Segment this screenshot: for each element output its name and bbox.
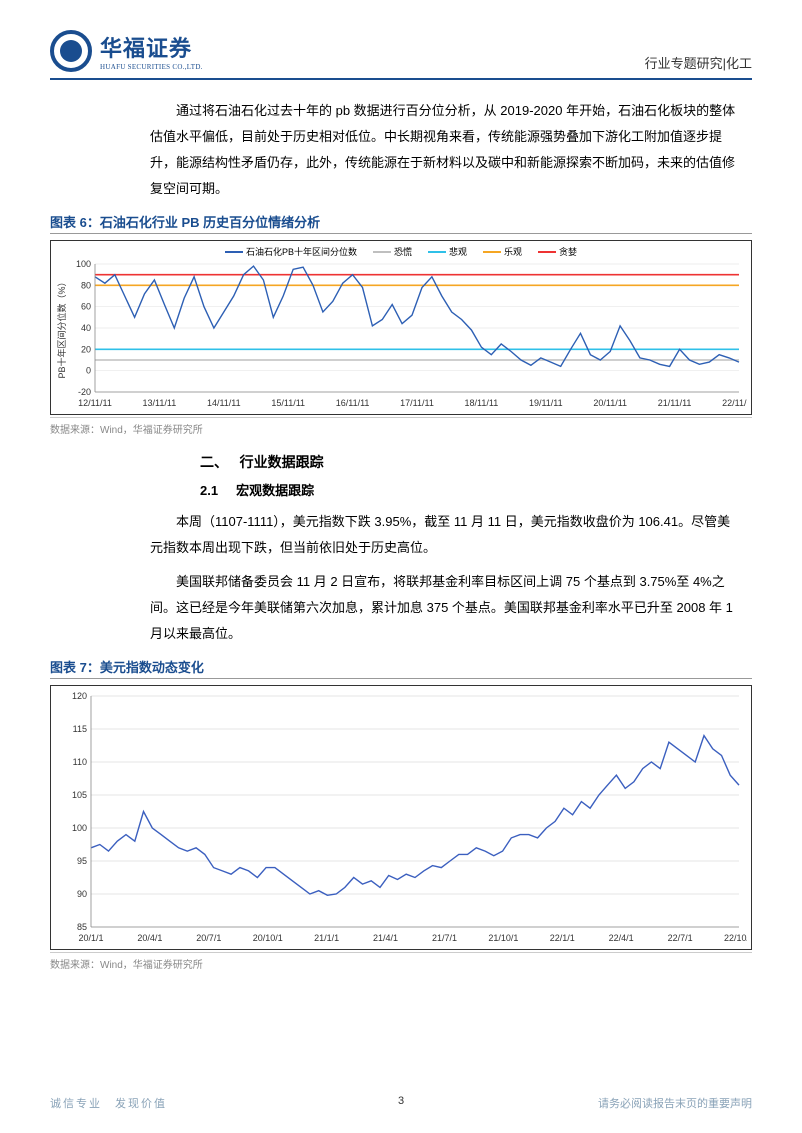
svg-text:0: 0 — [86, 366, 91, 376]
svg-text:20/4/1: 20/4/1 — [137, 933, 162, 943]
svg-text:21/7/1: 21/7/1 — [432, 933, 457, 943]
page-footer: 诚信专业 发现价值 3 请务必阅读报告末页的重要声明 — [0, 1095, 802, 1111]
svg-text:17/11/11: 17/11/11 — [400, 398, 434, 408]
section-2-head: 二、 行业数据跟踪 — [200, 452, 752, 472]
svg-text:21/1/1: 21/1/1 — [314, 933, 339, 943]
svg-text:40: 40 — [81, 323, 91, 333]
svg-text:22/4/1: 22/4/1 — [609, 933, 634, 943]
svg-text:100: 100 — [76, 260, 91, 269]
chart6-box: 石油石化PB十年区间分位数恐慌悲观乐观贪婪 -20 0 20 40 60 80 100 12/… — [50, 240, 752, 415]
svg-text:105: 105 — [72, 790, 87, 800]
svg-text:20/1/1: 20/1/1 — [78, 933, 103, 943]
svg-text:14/11/11: 14/11/11 — [207, 398, 241, 408]
svg-text:-20: -20 — [78, 387, 91, 397]
svg-text:95: 95 — [77, 856, 87, 866]
subsection-21-head: 2.1 宏观数据跟踪 — [200, 480, 752, 499]
svg-text:21/4/1: 21/4/1 — [373, 933, 398, 943]
footer-right: 请务必阅读报告末页的重要声明 — [598, 1095, 752, 1111]
svg-text:13/11/11: 13/11/11 — [143, 398, 177, 408]
chart7-box: 85 90 95 100 105 110 115 120 20/1/1 20/4/1 20/7/1 2… — [50, 685, 752, 950]
svg-text:15/11/11: 15/11/11 — [271, 398, 305, 408]
svg-text:100: 100 — [72, 823, 87, 833]
sub21-num: 2.1 — [200, 483, 218, 498]
chart7-svg: 85 90 95 100 105 110 115 120 20/1/1 20/4/1 20/7/1 2… — [55, 690, 747, 945]
header-category: 行业专题研究|化工 — [645, 53, 752, 72]
svg-text:60: 60 — [81, 302, 91, 312]
paragraph-1: 通过将石油石化过去十年的 pb 数据进行百分位分析，从 2019-2020 年开… — [150, 98, 742, 202]
svg-text:20/7/1: 20/7/1 — [196, 933, 221, 943]
svg-text:22/1/1: 22/1/1 — [550, 933, 575, 943]
paragraph-3: 美国联邦储备委员会 11 月 2 日宣布，将联邦基金利率目标区间上调 75 个基… — [150, 569, 742, 647]
paragraph-2: 本周（1107-1111），美元指数下跌 3.95%，截至 11 月 11 日，… — [150, 509, 742, 561]
svg-text:PB十年区间分位数（%）: PB十年区间分位数（%） — [56, 277, 67, 378]
logo-icon — [50, 30, 92, 72]
svg-text:110: 110 — [73, 757, 87, 767]
svg-text:85: 85 — [77, 922, 87, 932]
svg-text:18/11/11: 18/11/11 — [465, 398, 499, 408]
svg-text:80: 80 — [81, 280, 91, 290]
svg-text:115: 115 — [73, 724, 87, 734]
chart6-svg: -20 0 20 40 60 80 100 12/11/11 13/11/11 14/11/11 1… — [55, 260, 747, 410]
chart6-legend: 石油石化PB十年区间分位数恐慌悲观乐观贪婪 — [55, 245, 747, 258]
svg-text:12/11/11: 12/11/11 — [78, 398, 112, 408]
company-logo: 华福证券 HUAFU SECURITIES CO.,LTD. — [50, 30, 203, 72]
chart7-title: 图表 7：美元指数动态变化 — [50, 657, 752, 679]
footer-left: 诚信专业 发现价值 — [50, 1095, 167, 1111]
section-2-num: 二、 — [200, 454, 228, 470]
logo-cn: 华福证券 — [100, 31, 203, 63]
chart6-title: 图表 6：石油石化行业 PB 历史百分位情绪分析 — [50, 212, 752, 234]
svg-text:21/10/1: 21/10/1 — [488, 933, 518, 943]
page-header: 华福证券 HUAFU SECURITIES CO.,LTD. 行业专题研究|化工 — [50, 30, 752, 80]
chart7-source: 数据来源：Wind，华福证券研究所 — [50, 952, 752, 971]
logo-en: HUAFU SECURITIES CO.,LTD. — [100, 63, 203, 71]
section-2-title: 行业数据跟踪 — [240, 454, 324, 470]
svg-text:120: 120 — [72, 691, 87, 701]
svg-text:16/11/11: 16/11/11 — [336, 398, 370, 408]
chart6-source: 数据来源：Wind，华福证券研究所 — [50, 417, 752, 436]
svg-text:19/11/11: 19/11/11 — [529, 398, 563, 408]
svg-text:22/11/11: 22/11/11 — [722, 398, 747, 408]
footer-page-num: 3 — [398, 1095, 404, 1107]
svg-text:22/7/1: 22/7/1 — [668, 933, 693, 943]
svg-text:20: 20 — [81, 344, 91, 354]
sub21-title: 宏观数据跟踪 — [236, 483, 314, 498]
svg-text:22/10/1: 22/10/1 — [724, 933, 747, 943]
svg-text:20/11/11: 20/11/11 — [593, 398, 627, 408]
svg-text:90: 90 — [77, 889, 87, 899]
svg-text:21/11/11: 21/11/11 — [658, 398, 692, 408]
svg-text:20/10/1: 20/10/1 — [253, 933, 283, 943]
